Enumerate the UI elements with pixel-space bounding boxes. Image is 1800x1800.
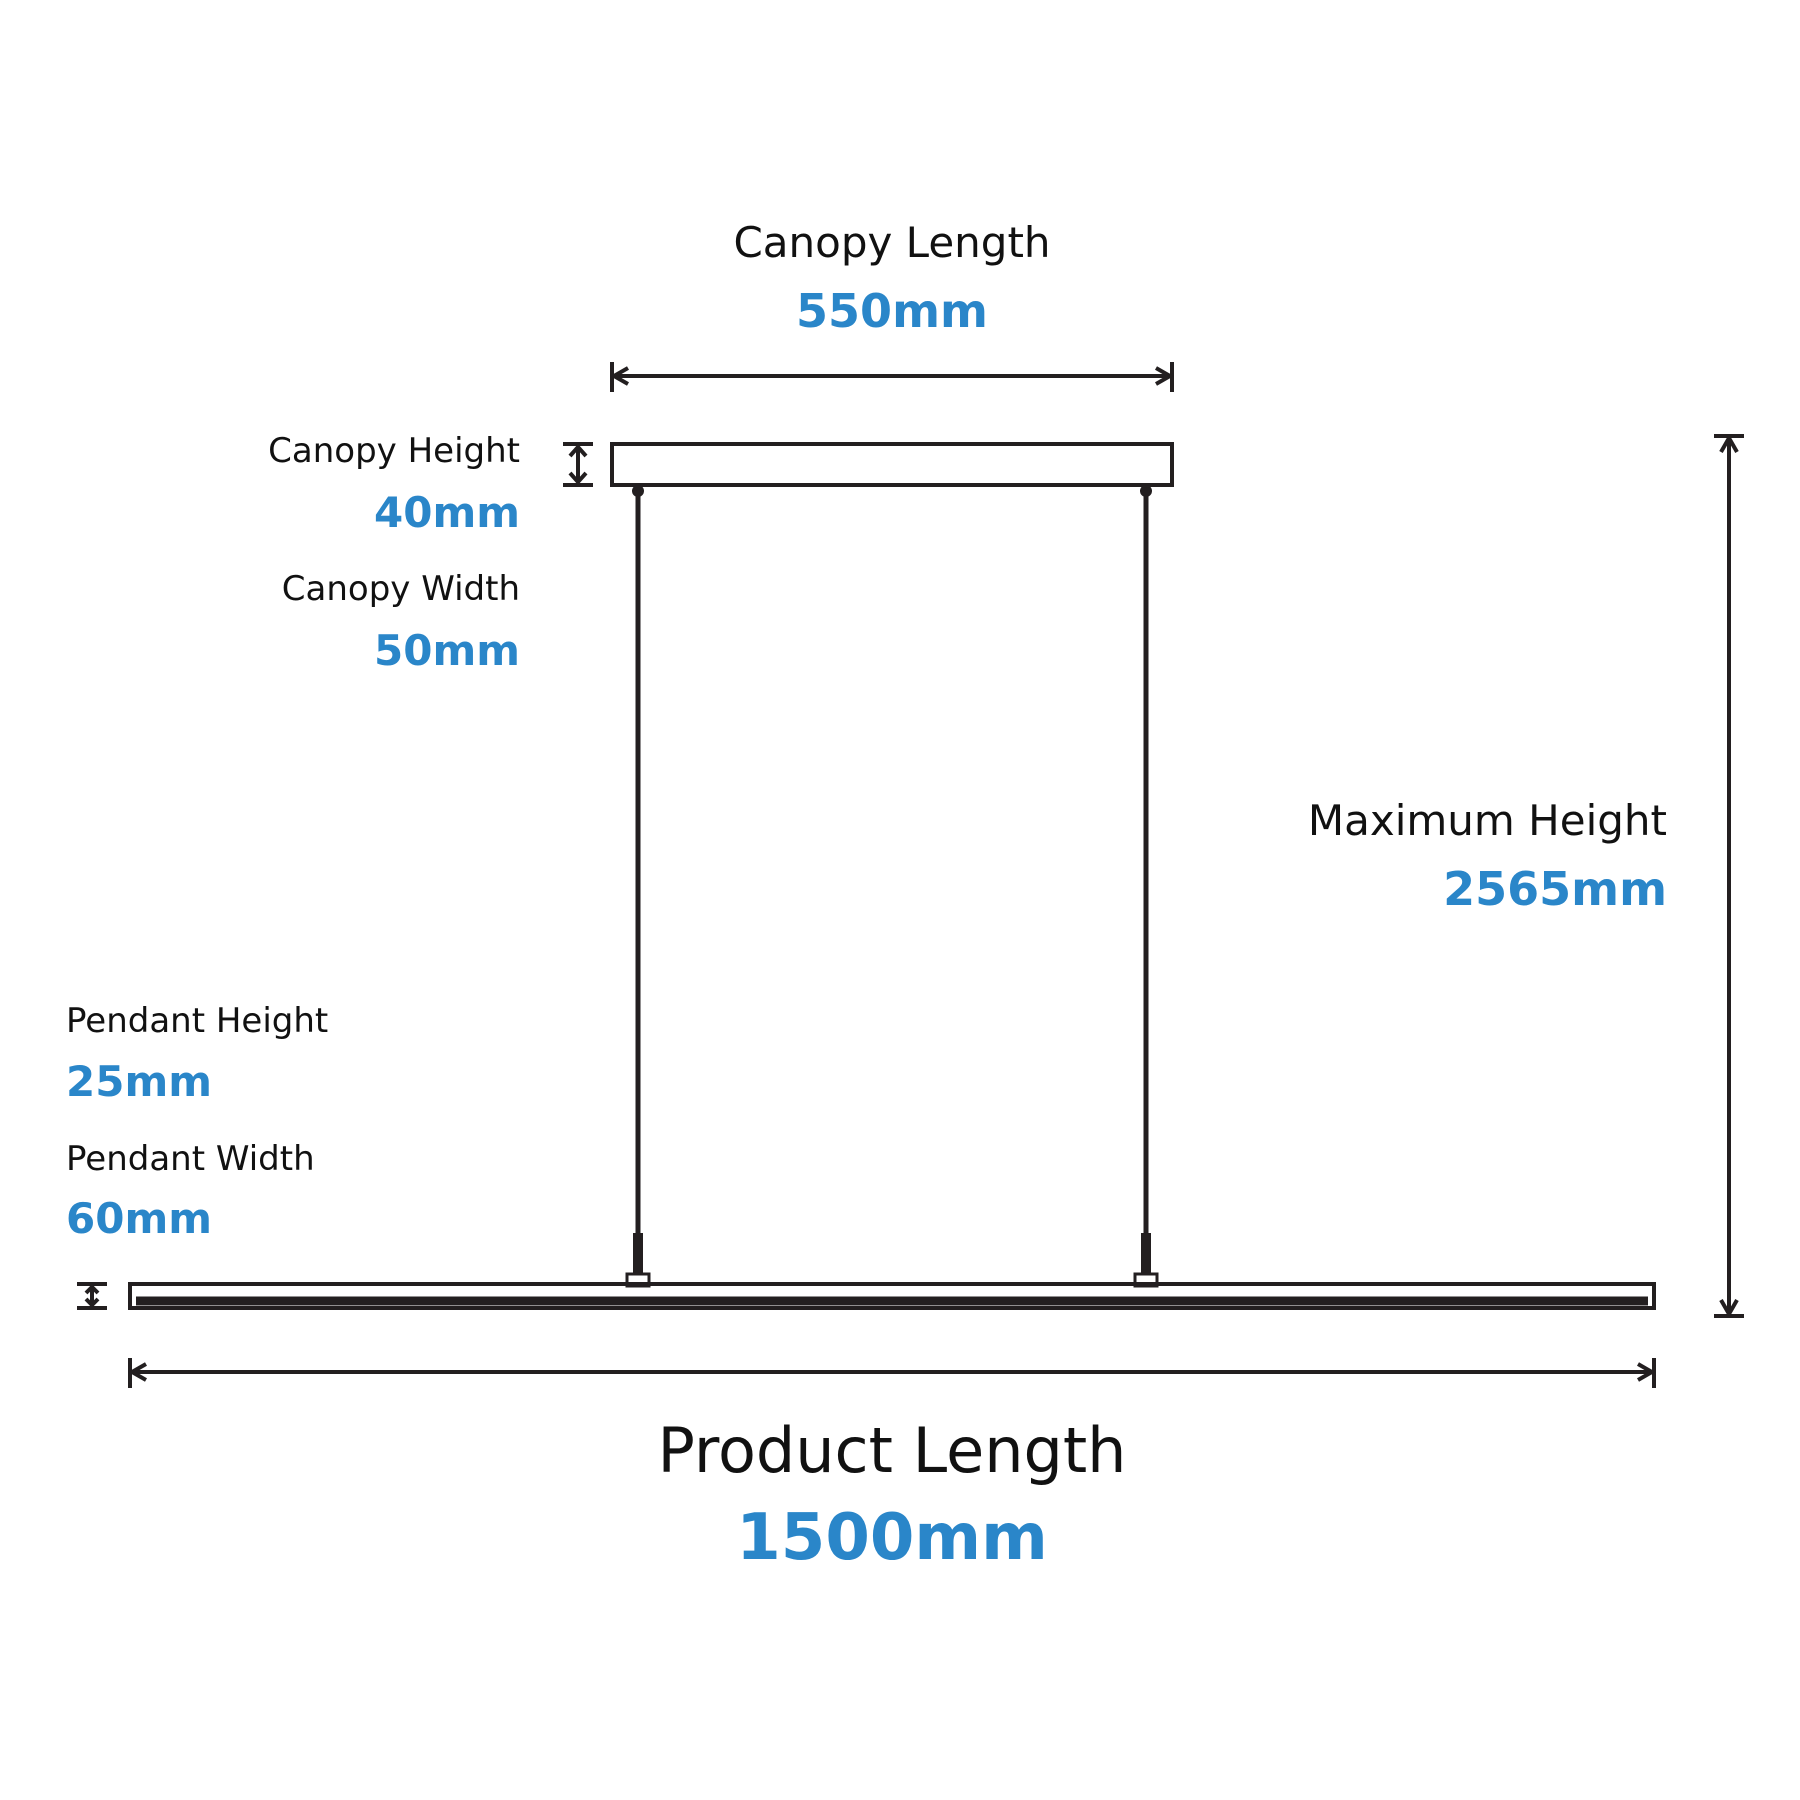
canopy-length-label: Canopy Length: [733, 218, 1051, 267]
suspension-cables: [625, 485, 1159, 1288]
pendant-body: [128, 1282, 1656, 1310]
maximum-height-dimension: [1714, 433, 1744, 1319]
maximum-height-label: Maximum Height: [1307, 796, 1667, 845]
canopy-length-value: 550mm: [796, 284, 988, 338]
pendant-height-label: Pendant Height: [66, 1001, 329, 1041]
product-length-label: Product Length: [657, 1414, 1127, 1487]
canopy-length-dimension: [609, 362, 1175, 392]
canopy-width-label: Canopy Width: [281, 569, 520, 609]
pendant-height-dimension: [77, 1282, 107, 1310]
pendant-width-label: Pendant Width: [66, 1139, 315, 1179]
pendant-height-value: 25mm: [66, 1057, 212, 1106]
maximum-height-value: 2565mm: [1443, 862, 1667, 916]
canopy-width-value: 50mm: [374, 626, 520, 675]
canopy-height-dimension: [563, 442, 593, 487]
product-length-dimension: [127, 1358, 1657, 1388]
canopy-height-value: 40mm: [374, 488, 520, 537]
product-length-value: 1500mm: [736, 1501, 1048, 1575]
canopy: [610, 442, 1174, 487]
pendant-width-value: 60mm: [66, 1194, 212, 1243]
canopy-height-label: Canopy Height: [268, 431, 520, 471]
